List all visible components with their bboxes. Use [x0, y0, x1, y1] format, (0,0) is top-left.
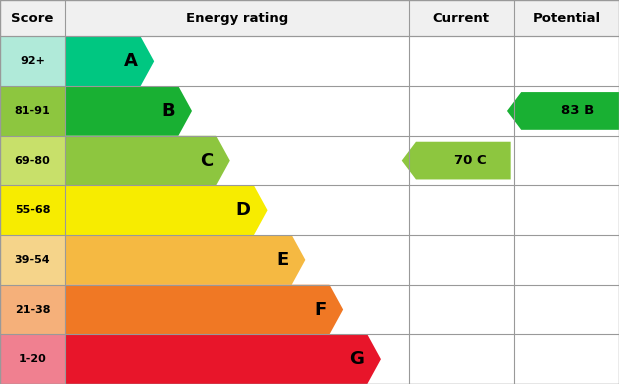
Text: C: C [200, 152, 213, 170]
Bar [0, 36, 65, 86]
Text: 83 B: 83 B [561, 104, 594, 118]
Text: 1-20: 1-20 [19, 354, 46, 364]
Polygon shape [65, 334, 381, 384]
Text: E: E [277, 251, 288, 269]
Polygon shape [65, 285, 343, 334]
Bar [0, 334, 65, 384]
Polygon shape [65, 235, 305, 285]
Text: G: G [349, 350, 364, 368]
Text: 69-80: 69-80 [15, 156, 50, 166]
Polygon shape [65, 86, 192, 136]
Text: Current: Current [433, 12, 490, 25]
Polygon shape [65, 136, 230, 185]
Text: D: D [236, 201, 251, 219]
Text: 39-54: 39-54 [15, 255, 50, 265]
Text: 81-91: 81-91 [15, 106, 50, 116]
Text: F: F [314, 301, 326, 319]
Bar [0, 136, 65, 185]
Polygon shape [507, 92, 619, 130]
Bar [0, 285, 65, 334]
Text: 55-68: 55-68 [15, 205, 50, 215]
Bar [0, 235, 65, 285]
Text: Potential: Potential [532, 12, 600, 25]
Bar [0, 185, 65, 235]
Text: Score: Score [11, 12, 54, 25]
Text: 21-38: 21-38 [15, 305, 50, 314]
Text: A: A [124, 52, 137, 70]
Bar [0, 0, 619, 36]
Bar [0, 86, 65, 136]
Polygon shape [65, 185, 267, 235]
Text: B: B [162, 102, 175, 120]
Text: 70 C: 70 C [454, 154, 487, 167]
Text: 92+: 92+ [20, 56, 45, 66]
Polygon shape [402, 142, 511, 179]
Polygon shape [65, 36, 154, 86]
Text: Energy rating: Energy rating [186, 12, 288, 25]
